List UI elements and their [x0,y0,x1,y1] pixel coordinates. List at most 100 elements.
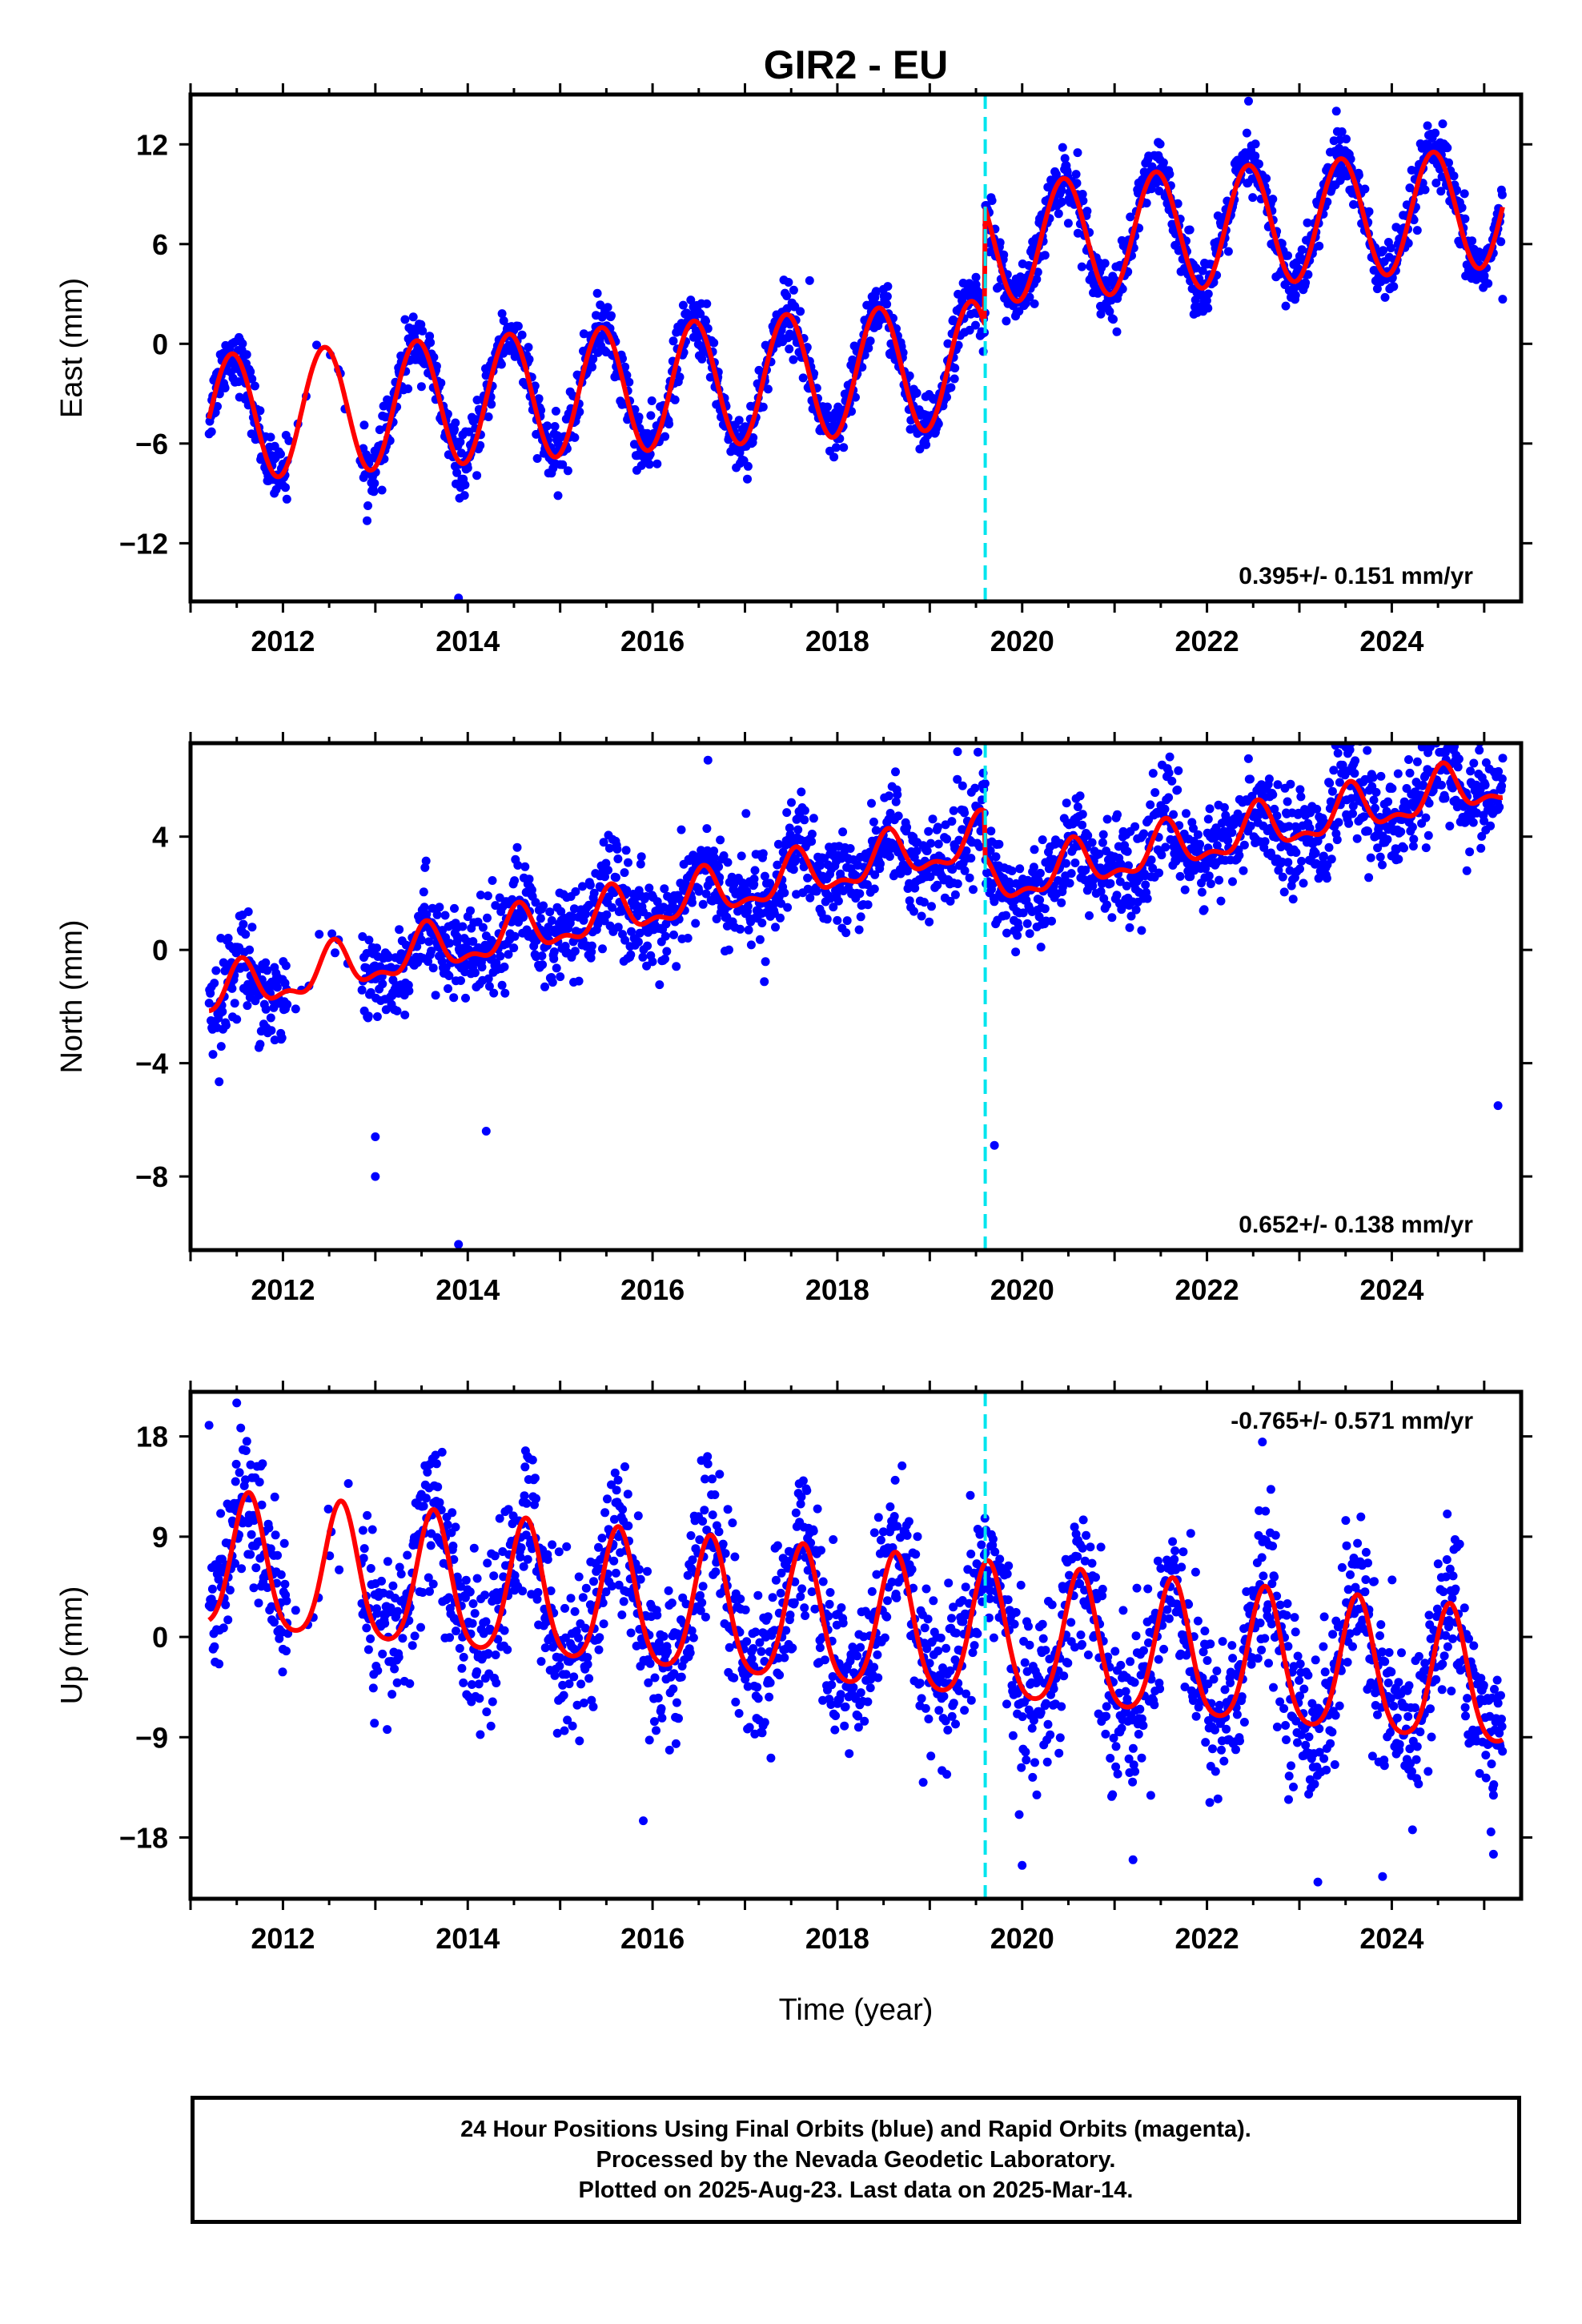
data-point [561,1670,571,1679]
data-points [204,1398,1508,1887]
data-point [714,862,724,871]
data-point [600,872,609,882]
data-point [800,806,809,815]
data-point [452,468,462,477]
data-point [1057,186,1066,195]
data-point [785,344,794,354]
data-point [548,978,557,987]
data-point [604,843,614,853]
data-point [276,1570,286,1579]
data-point [1454,754,1464,764]
data-point [359,1544,369,1554]
data-point [1334,818,1343,827]
data-point [1035,868,1045,878]
data-point [1378,860,1387,870]
data-point [246,367,255,376]
data-point [538,960,548,970]
data-point [600,1508,610,1518]
data-point [1421,843,1431,853]
data-point [499,316,508,325]
x-tick-label: 2016 [620,1273,685,1306]
data-point [435,1498,444,1507]
data-point [408,312,418,322]
data-point [1015,864,1025,874]
data-point [466,906,475,915]
data-point [634,412,644,422]
data-point [1421,813,1431,822]
data-point [242,1437,251,1446]
data-point [537,951,547,961]
data-point [486,1721,496,1731]
data-point [241,1446,251,1455]
data-point [558,1680,568,1690]
data-point [1352,834,1362,843]
data-point [604,866,612,875]
data-point [1125,923,1134,932]
data-point [863,900,873,910]
data-point [369,487,379,497]
data-point [1286,779,1295,789]
data-point [638,952,648,962]
data-point [1476,843,1486,853]
data-point [583,1659,592,1669]
data-point [636,852,646,862]
data-point [281,483,290,493]
data-point [366,1564,375,1573]
data-point [1122,846,1132,856]
data-point [373,1666,383,1675]
data-point [548,1540,557,1550]
data-point [278,1667,287,1677]
data-point [266,1013,275,1023]
data-point [969,885,978,895]
data-point [711,1567,721,1577]
data-point [1497,774,1507,783]
data-point [933,822,942,832]
data-point [1060,154,1070,163]
data-point [218,1007,227,1016]
data-point [919,898,929,907]
data-point [970,783,980,793]
data-point [437,1447,447,1457]
data-point [468,1618,477,1628]
data-point [215,1659,224,1669]
data-point [429,352,439,362]
x-tick-label: 2012 [251,625,315,657]
data-point [452,1626,460,1636]
data-point [917,911,926,921]
data-point [1288,895,1298,904]
data-point [855,889,865,899]
data-point [473,917,483,927]
data-point [1268,195,1278,204]
data-point [1449,171,1459,181]
data-point [648,957,657,967]
data-point [556,972,565,982]
data-point [470,968,480,978]
data-point [216,1042,226,1051]
data-point [1262,174,1271,183]
data-point [1216,896,1226,906]
data-point [1379,246,1388,255]
data-point [1154,187,1164,195]
data-point [576,1679,586,1689]
data-point [363,1645,373,1655]
data-point [1311,848,1320,858]
rate-label: 0.395+/- 0.151 mm/yr [1239,563,1473,589]
data-point [594,1645,604,1655]
data-point [363,1510,372,1520]
data-point [426,338,436,348]
data-point [1368,773,1378,782]
data-point [581,1583,591,1593]
data-point [1018,908,1028,918]
data-point [1062,858,1070,868]
data-point [210,979,219,988]
data-point [560,1726,569,1735]
data-point [519,912,528,922]
data-point [950,374,959,384]
outlier-point [1244,96,1253,106]
data-point [1445,822,1455,830]
data-point [416,382,426,392]
data-point [552,963,561,973]
data-point [450,424,459,434]
data-point [761,957,770,967]
data-point [661,931,670,941]
